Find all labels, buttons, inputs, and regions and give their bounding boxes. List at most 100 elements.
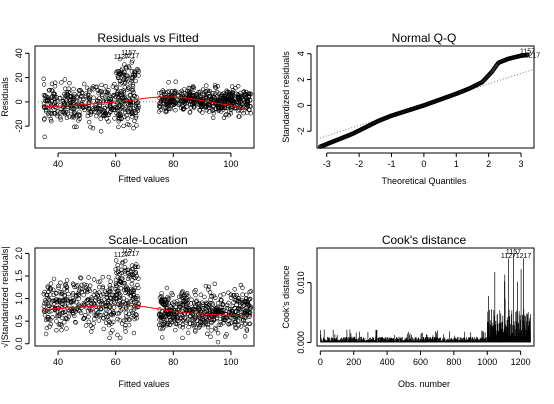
data-point [202,294,207,300]
data-point [94,113,99,119]
data-point [54,299,59,305]
data-point [66,311,71,316]
data-point [82,282,87,287]
data-point [162,98,168,104]
data-point [103,89,108,94]
data-point [223,318,228,323]
data-point [247,314,252,319]
data-point [129,114,135,119]
data-point [135,296,141,301]
data-point [220,302,226,307]
data-point [48,317,53,322]
data-point [58,322,63,327]
data-point [76,113,82,119]
data-point [91,277,97,282]
data-point [120,276,125,281]
data-point [181,298,186,303]
y-axis: 0.0 0.5 1.0 1.5 2.0 [14,247,30,350]
data-point [107,309,113,314]
data-point [199,320,205,325]
data-point [196,325,202,330]
data-point [114,270,119,276]
data-point [94,308,99,313]
chart-title: Residuals vs Fitted [97,31,198,45]
data-point [116,311,122,316]
x-tick-label: 1 [454,159,459,169]
data-point [221,115,227,121]
smoother-line [43,304,246,317]
data-point [47,87,52,93]
data-point [159,93,165,99]
data-point [68,100,74,106]
data-point [198,292,204,297]
data-point [184,307,190,313]
data-point [172,88,177,94]
data-point [169,319,174,325]
data-point [122,85,128,90]
data-point [186,330,191,336]
data-point [166,296,172,301]
data-point [130,277,135,283]
data-point [125,108,131,114]
plot-frame [316,247,535,347]
data-point [158,315,164,320]
data-point [162,303,168,308]
data-point [248,98,253,103]
y-tick-label: 4 [296,51,306,56]
data-point [76,296,82,301]
data-point [90,106,96,111]
data-point [81,316,86,322]
x-tick-label: 0 [421,159,426,169]
data-point [64,288,70,293]
data-point [133,78,138,84]
data-point [63,96,68,101]
data-point [168,304,174,309]
data-point [219,298,224,303]
data-point [206,302,212,308]
data-point [56,322,62,327]
data-point [191,105,197,110]
data-point [110,93,116,99]
data-point [115,73,121,79]
data-point [180,92,185,97]
data-point [229,97,235,103]
data-point [83,91,89,96]
data-point [72,124,77,130]
data-point [105,90,111,96]
data-point [183,299,189,305]
data-point [104,294,110,300]
data-point [107,304,113,309]
data-point [74,300,79,305]
data-point [62,86,68,91]
data-point [127,275,132,280]
data-point [116,119,121,124]
data-point [49,88,54,93]
data-point [135,100,141,105]
data-point [43,307,48,313]
data-point [86,275,91,280]
data-point [67,114,72,119]
x-axis: -3 -2 -1 0 1 2 3 [323,152,524,169]
data-point [95,105,100,111]
data-point [115,316,120,322]
x-tick-label: 100 [223,357,238,367]
point-label: 1157 [121,248,136,255]
y-tick-label: 2.0 [14,247,24,260]
y-tick-label: -2 [296,127,306,135]
data-point [159,312,164,317]
data-point [226,100,232,105]
plot-frame [316,45,535,149]
data-point [229,92,235,98]
data-point [157,295,163,300]
y-axis-label: Residuals [0,77,10,117]
data-point [101,108,107,113]
data-point [157,90,162,96]
x-tick-label: -1 [387,159,395,169]
data-point [212,83,218,88]
data-point [71,112,77,117]
y-tick-label: 0.0 [14,337,24,350]
data-point [205,318,211,323]
x-tick-label: 100 [223,159,238,169]
data-point [228,107,234,113]
